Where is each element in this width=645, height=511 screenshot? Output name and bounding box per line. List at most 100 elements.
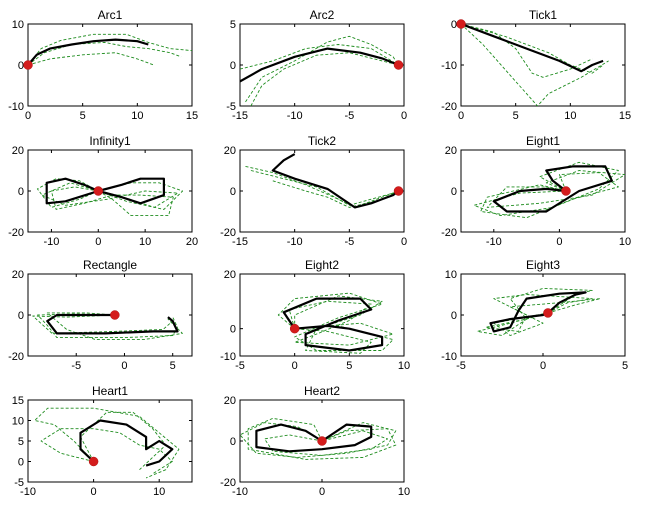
mean-trajectory-line	[46, 313, 179, 335]
start-point-marker	[561, 186, 571, 196]
y-tick-label: 20	[224, 145, 236, 157]
start-point-marker	[393, 60, 404, 70]
x-tick-label: -10	[287, 110, 303, 122]
start-point-marker	[88, 456, 99, 467]
subplot-title: Heart2	[304, 384, 340, 398]
subplot-arc2: Arc2 -15 -10 -5 0 -5 0 5	[226, 8, 407, 122]
mean-trajectory-line	[271, 153, 400, 209]
subplot-title: Arc1	[98, 8, 123, 22]
x-tick-label: 20	[186, 236, 198, 248]
x-tick-label: 15	[186, 110, 198, 122]
mean-trajectory-line	[282, 297, 384, 352]
start-point-marker	[393, 186, 404, 196]
x-tick-label: -5	[344, 236, 354, 248]
x-tick-label: -5	[235, 360, 245, 372]
y-tick-label: 20	[445, 145, 457, 157]
subplot-eight1: Eight1 -10 0 10 -20 0 20	[441, 134, 631, 248]
y-tick-label: 20	[224, 269, 236, 281]
x-tick-label: 10	[564, 110, 576, 122]
axes-box	[27, 399, 193, 483]
axes-box	[460, 149, 626, 233]
y-tick-label: -5	[14, 477, 24, 489]
subplot-tick2: Tick2 -15 -10 -5 0 -20 0 20	[220, 134, 407, 248]
subplot-title: Tick1	[529, 8, 558, 22]
y-tick-label: 0	[230, 60, 236, 72]
y-tick-label: 5	[230, 19, 236, 31]
start-point-marker	[93, 186, 104, 196]
y-tick-label: 15	[12, 395, 24, 407]
x-tick-label: 5	[346, 360, 352, 372]
x-tick-label: -10	[20, 486, 36, 498]
x-tick-label: 0	[95, 236, 101, 248]
y-tick-label: -20	[8, 351, 24, 363]
demonstration-line	[245, 165, 399, 208]
x-tick-label: -10	[43, 236, 59, 248]
axes-box	[27, 23, 193, 107]
y-tick-label: -20	[220, 227, 236, 239]
y-tick-label: -20	[441, 101, 457, 113]
demonstration-line	[461, 24, 593, 78]
x-tick-label: -5	[456, 360, 466, 372]
start-point-marker	[317, 436, 327, 446]
demonstration-line	[34, 407, 180, 479]
y-tick-label: 0	[230, 186, 236, 198]
x-tick-label: 0	[25, 110, 31, 122]
start-point-marker	[23, 60, 33, 70]
mean-trajectory-line	[79, 419, 174, 467]
x-tick-label: -15	[232, 110, 248, 122]
x-tick-label: 0	[401, 110, 407, 122]
demonstration-line	[50, 186, 174, 217]
axes-box	[239, 23, 405, 107]
y-tick-label: 0	[18, 60, 24, 72]
x-tick-label: 10	[139, 236, 151, 248]
y-tick-label: 0	[18, 310, 24, 322]
x-tick-label: 5	[513, 110, 519, 122]
y-tick-label: -10	[441, 60, 457, 72]
demonstration-line	[250, 52, 399, 106]
x-tick-label: 0	[292, 360, 298, 372]
demonstration-line	[28, 33, 192, 66]
axes-box	[460, 23, 626, 107]
y-tick-label: 0	[451, 186, 457, 198]
demonstration-line	[240, 44, 399, 70]
subplot-title: Eight3	[526, 258, 560, 272]
subplot-title: Infinity1	[89, 134, 131, 148]
y-tick-label: -20	[8, 227, 24, 239]
y-tick-label: -5	[226, 101, 236, 113]
x-tick-label: 0	[319, 486, 325, 498]
y-tick-label: 10	[12, 416, 24, 428]
axes-box	[239, 273, 405, 357]
subplot-title: Eight2	[305, 258, 339, 272]
subplot-title: Heart1	[92, 384, 128, 398]
mean-trajectory-line	[45, 177, 165, 205]
demonstration-line	[28, 52, 154, 66]
x-tick-label: 0	[401, 236, 407, 248]
x-tick-label: -5	[344, 110, 354, 122]
subplot-heart1: Heart1 -10 0 10 -5 0 5 10 15	[12, 384, 193, 498]
subplot-eight2: Eight2 -5 0 5 10 -10 0 20	[220, 258, 410, 372]
y-tick-label: -20	[220, 477, 236, 489]
x-tick-label: -10	[486, 236, 502, 248]
subplot-infinity1: Infinity1 -10 0 10 20 -20 0 20	[8, 134, 198, 248]
demonstration-line	[250, 170, 399, 206]
mean-trajectory-line	[240, 47, 399, 83]
subplot-title: Arc2	[310, 8, 335, 22]
y-tick-label: 20	[12, 269, 24, 281]
x-tick-label: 15	[619, 110, 631, 122]
x-tick-label: 0	[540, 360, 546, 372]
x-tick-label: 5	[170, 360, 176, 372]
demonstration-line	[493, 298, 601, 336]
start-point-marker	[110, 310, 120, 320]
y-tick-label: 0	[18, 457, 24, 469]
demonstration-line	[46, 312, 183, 341]
x-tick-label: 10	[398, 360, 410, 372]
subplot-eight3: Eight3 -5 0 5 -10 0 10	[441, 258, 628, 372]
demonstration-line	[288, 300, 394, 346]
x-tick-label: 5	[622, 360, 628, 372]
y-tick-label: 20	[12, 145, 24, 157]
demonstration-line	[247, 417, 397, 460]
demonstration-line	[264, 430, 389, 456]
y-tick-label: 0	[230, 436, 236, 448]
